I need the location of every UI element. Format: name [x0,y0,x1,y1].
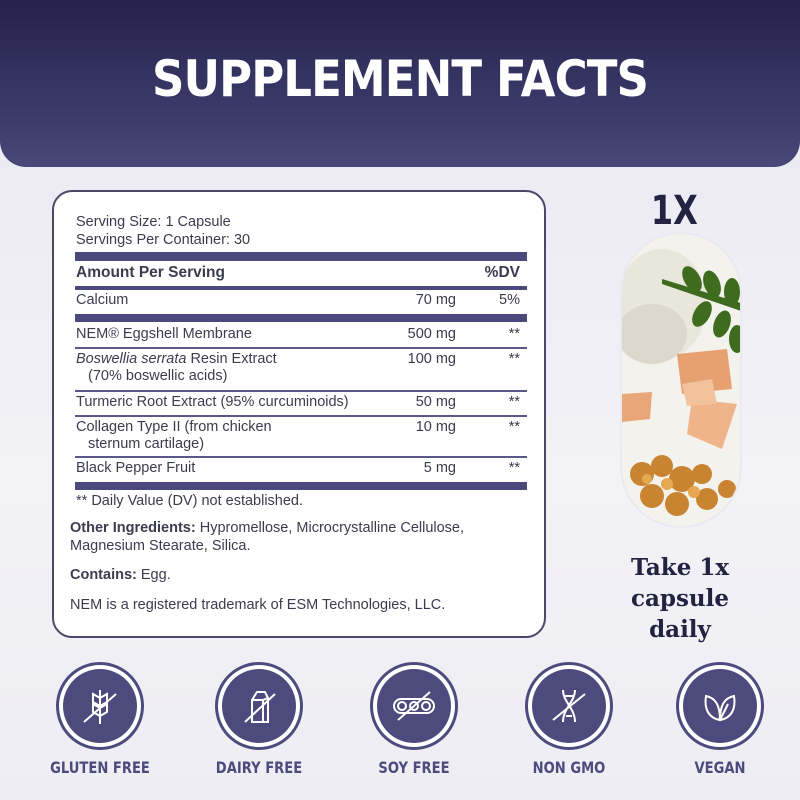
dna-crossed-icon [532,669,606,743]
leaves-icon [683,669,757,743]
dv-footnote: ** Daily Value (DV) not established. [76,493,304,509]
header-banner: SUPPLEMENT FACTS [0,0,800,167]
badge-label: DAIRY FREE [215,758,303,777]
dosage-line: capsule [630,585,730,612]
dv-header: %DV [484,264,520,281]
nutrient-dv: ** [508,351,520,367]
divider-bar [75,286,527,290]
other-ingredients-text-2: Magnesium Stearate, Silica. [70,538,251,554]
nutrient-name: Turmeric Root Extract (95% curcuminoids) [76,394,349,410]
badge-label: NON GMO [532,758,606,777]
page-title: SUPPLEMENT FACTS [151,50,649,108]
nutrient-amount: 100 mg [407,351,456,367]
nutrient-name-italic: Boswellia serrata [76,351,187,367]
row-divider [75,456,527,458]
contains-label: Contains: [70,567,137,583]
nutrient-amount: 70 mg [415,292,456,308]
dosage-line: daily [649,616,711,643]
nutrient-dv: ** [508,419,520,435]
contains-text: Egg. [136,567,171,583]
soybean-crossed-icon [377,669,451,743]
badge-label: VEGAN [694,758,746,777]
badge-label: SOY FREE [378,758,450,777]
nutrient-amount: 10 mg [415,419,456,435]
nutrient-amount: 5 mg [423,460,456,476]
nutrient-dv: 5% [499,292,520,308]
row-divider [75,390,527,392]
dosage-line: Take 1x [630,554,730,581]
trademark-note: NEM is a registered trademark of ESM Tec… [70,597,446,613]
badge-label: GLUTEN FREE [50,758,150,777]
nutrient-dv: ** [508,326,520,342]
nutrient-amount: 500 mg [407,326,456,342]
nutrient-dv: ** [508,394,520,410]
divider-bar [75,252,527,261]
nutrient-subtext: sternum cartilage) [88,436,205,452]
other-ingredients-label: Other Ingredients: [70,520,196,536]
nutrient-name: Black Pepper Fruit [76,460,196,476]
nutrient-amount: 50 mg [415,394,456,410]
nutrient-subtext: (70% boswellic acids) [88,368,228,384]
divider-bar [75,314,527,322]
other-ingredients-text: Hypromellose, Microcrystalline Cellulose… [195,520,465,536]
divider-bar [75,482,527,490]
nutrient-dv: ** [508,460,520,476]
row-divider [75,347,527,349]
servings-per-container: Servings Per Container: 30 [76,232,251,248]
amount-header: Amount Per Serving [76,264,225,281]
dosage-count: 1X [650,188,698,234]
nutrient-name: NEM® Eggshell Membrane [76,326,252,342]
milk-carton-crossed-icon [222,669,296,743]
row-divider [75,415,527,417]
serving-size: Serving Size: 1 Capsule [76,214,231,230]
nutrient-name: Calcium [76,292,129,308]
dosage-instructions: Take 1x capsule daily [610,552,750,645]
wheat-crossed-icon [63,669,137,743]
nutrient-name: Collagen Type II (from chicken [76,419,272,435]
capsule-ingredients-image [620,232,742,528]
supplement-facts-panel: Serving Size: 1 Capsule Servings Per Con… [52,190,546,638]
nutrient-name: Resin Extract [186,351,277,367]
